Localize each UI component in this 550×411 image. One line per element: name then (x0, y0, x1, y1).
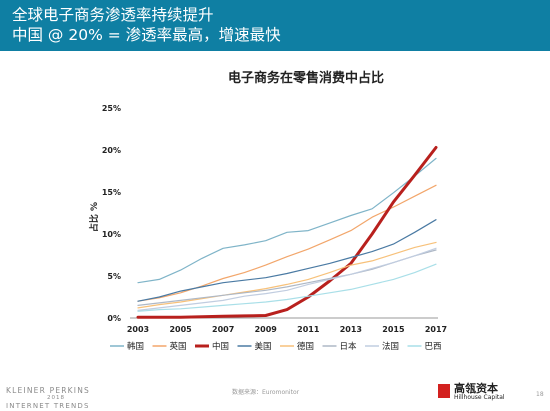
y-tick-label: 10% (102, 230, 121, 239)
series-line (137, 249, 437, 306)
legend-label: 巴西 (425, 342, 442, 352)
legend-label: 美国 (255, 341, 272, 352)
y-tick-labels: 0% 5% 10% 15% 20% 25% (102, 104, 121, 323)
x-tick-label: 2015 (382, 325, 405, 334)
x-tick-labels: 2003 2005 2007 2009 2011 2013 2015 2017 (127, 325, 447, 334)
x-tick-label: 2011 (297, 325, 320, 334)
x-tick-label: 2009 (255, 325, 278, 334)
series-line (137, 241, 437, 309)
y-tick-label: 0% (107, 314, 121, 323)
kpcb-brand: KLEINER PERKINS 2018 INTERNET TRENDS (6, 386, 106, 411)
series-line (137, 263, 437, 312)
series-lines (136, 146, 438, 319)
y-tick-label: 15% (102, 188, 121, 197)
headline-line-2: 中国 @ 20% = 渗透率最高，增速最快 (12, 26, 281, 44)
x-tick-label: 2005 (169, 325, 192, 334)
logo-english-name: Hillhouse Capital (454, 394, 505, 401)
chart-title: 电子商务在零售消费中占比 (228, 70, 384, 86)
title-banner: 全球电子商务渗透率持续提升 中国 @ 20% = 渗透率最高，增速最快 (0, 0, 550, 51)
source-note: 数据来源：Euromonitor (232, 389, 300, 396)
legend: 韩国 英国 中国 美国 德国 日本 法国 巴西 (110, 341, 442, 352)
y-axis-label: 占比 % (88, 202, 100, 232)
y-tick-label: 25% (102, 104, 121, 113)
series-line (136, 146, 438, 319)
x-tick-label: 2007 (212, 325, 234, 334)
x-tick-label: 2003 (127, 325, 149, 334)
hillhouse-logo: 高瓴资本 Hillhouse Capital (438, 378, 530, 404)
headline-line-1: 全球电子商务渗透率持续提升 (12, 6, 214, 24)
x-tick-label: 2013 (340, 325, 362, 334)
y-tick-label: 5% (107, 272, 121, 281)
logo-mark-icon (438, 384, 450, 398)
brand-line-1: KLEINER PERKINS (6, 386, 90, 395)
series-line (137, 247, 437, 311)
legend-label: 中国 (212, 341, 229, 352)
page-number: 18 (536, 391, 544, 398)
brand-line-2: INTERNET TRENDS (6, 402, 90, 410)
legend-label: 日本 (340, 341, 358, 352)
legend-label: 英国 (170, 341, 187, 352)
x-tick-label: 2017 (425, 325, 447, 334)
series-line (137, 219, 437, 302)
series-line (137, 157, 437, 284)
line-chart: 电子商务在零售消费中占比 占比 % 0%5%10%15%20%25% 2003 2… (88, 70, 447, 352)
legend-label: 韩国 (127, 341, 144, 352)
logo-chinese-name: 高瓴资本 (454, 382, 498, 395)
legend-label: 法国 (382, 341, 399, 352)
brand-year: 2018 (47, 395, 65, 401)
legend-label: 德国 (297, 341, 314, 352)
y-tick-label: 20% (102, 146, 121, 155)
